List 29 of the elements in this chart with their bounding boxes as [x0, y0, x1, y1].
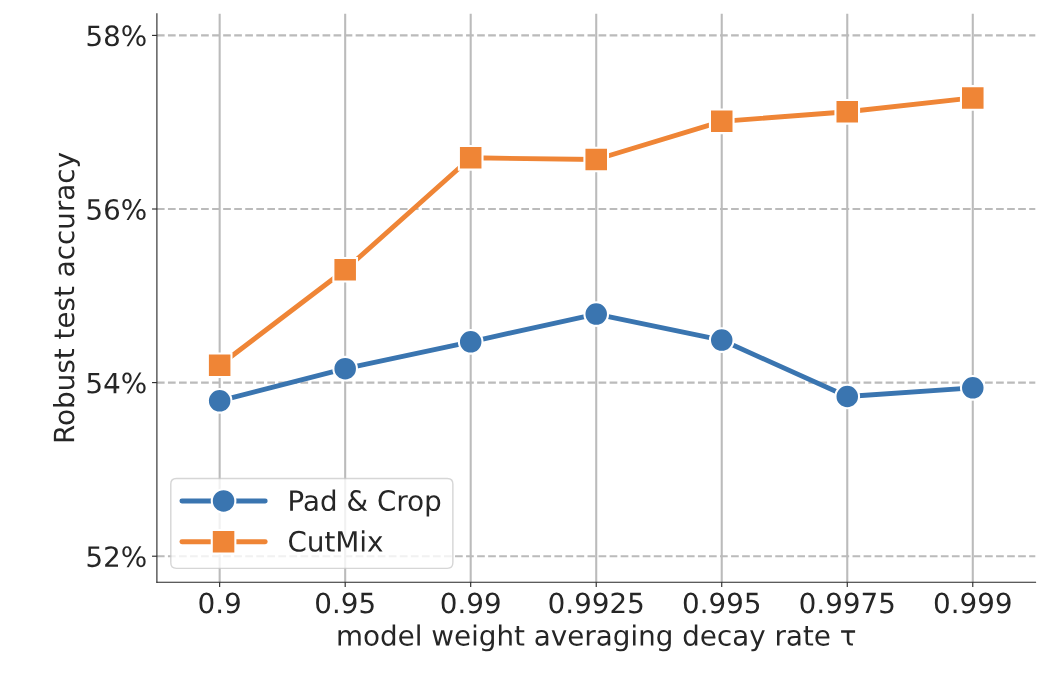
y-axis-title: Robust test accuracy — [53, 152, 80, 442]
x-tick-label: 0.995 — [683, 592, 760, 614]
point — [332, 256, 359, 283]
x-tick-label: 0.999 — [934, 592, 1011, 614]
legend-label: Pad & Crop — [290, 489, 441, 517]
point — [583, 146, 610, 173]
point — [332, 355, 359, 382]
point — [834, 98, 861, 125]
x-tick-label: 0.95 — [316, 592, 374, 614]
y-tick-label: 54% — [87, 372, 146, 394]
point — [206, 352, 233, 379]
point — [457, 328, 484, 355]
x-axis-title: model weight averaging decay rate τ — [338, 624, 856, 652]
point — [583, 301, 610, 327]
point — [708, 327, 735, 353]
point — [959, 374, 986, 401]
point — [708, 108, 735, 135]
x-tick-label: 0.9 — [199, 592, 240, 614]
legend-label: CutMix — [289, 530, 383, 552]
y-tick-label: 56% — [87, 198, 146, 220]
x-tick-label: 0.9925 — [549, 592, 643, 614]
y-tick-label: 58% — [87, 25, 146, 47]
point — [457, 144, 484, 171]
x-tick-label: 0.99 — [441, 592, 500, 614]
point — [834, 383, 861, 410]
point — [206, 387, 233, 414]
point — [959, 85, 986, 111]
x-tick-label: 0.9975 — [800, 592, 894, 614]
y-tick-label: 52% — [87, 546, 146, 568]
